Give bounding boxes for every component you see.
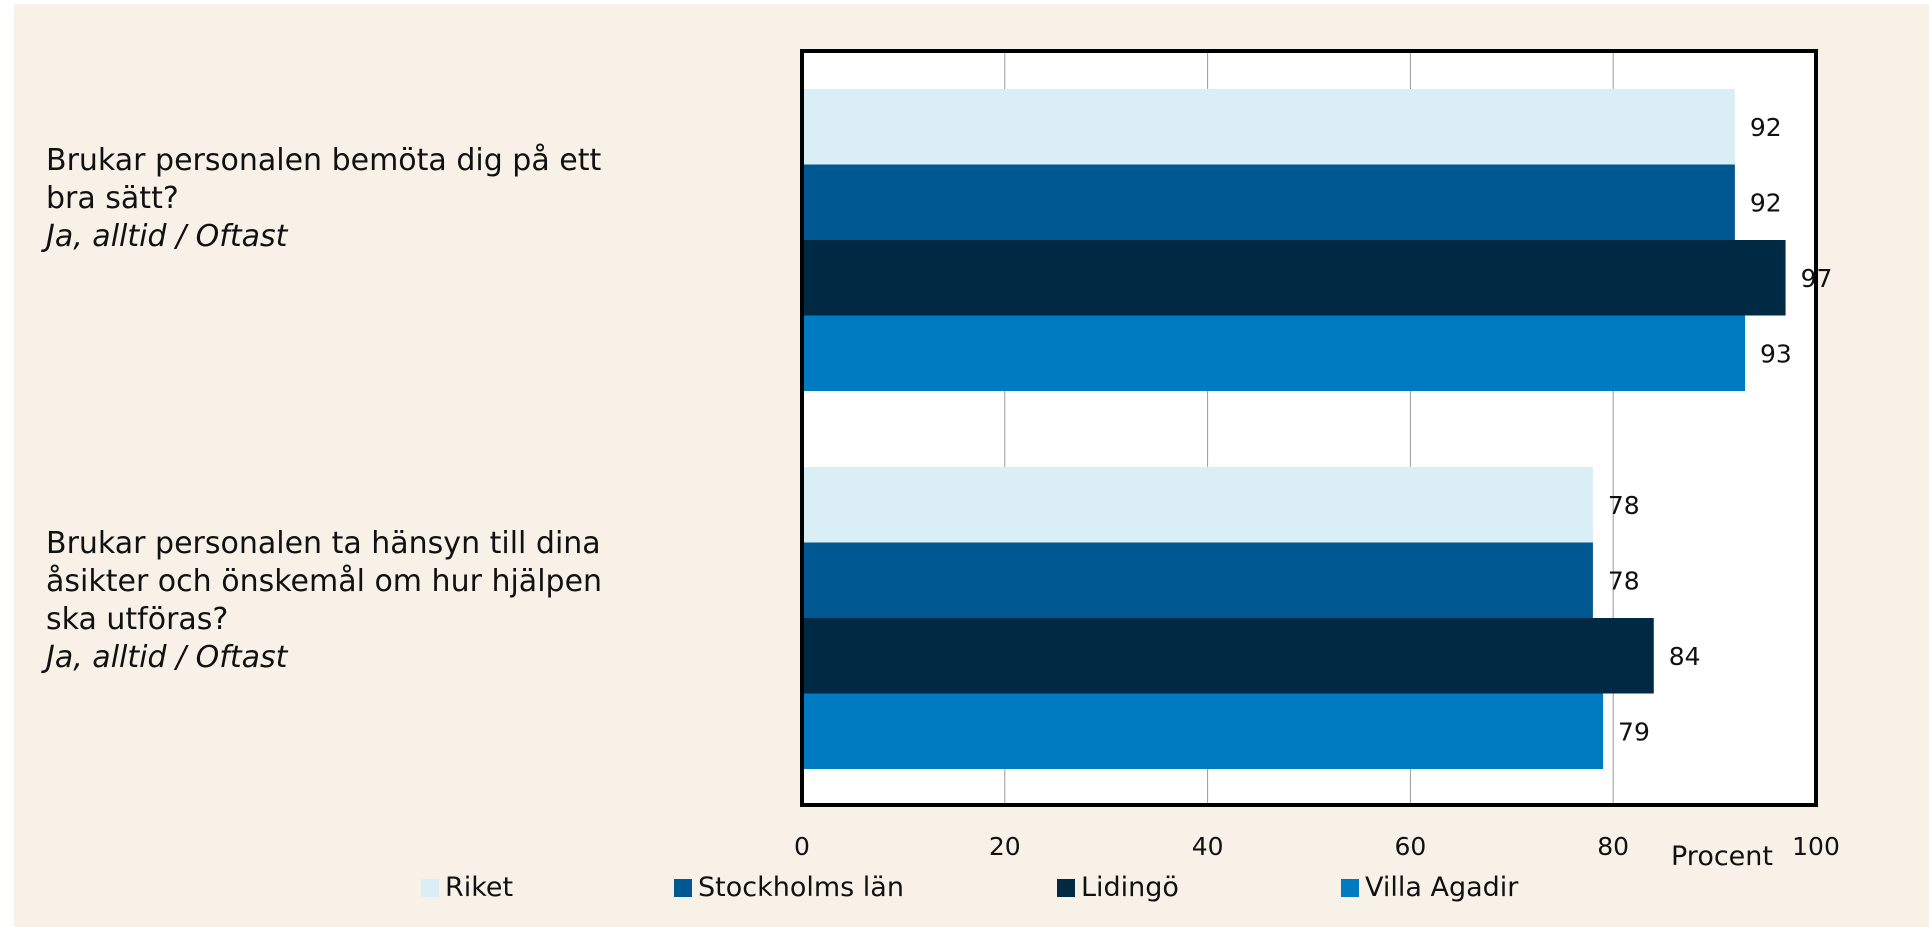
legend-item: Villa Agadir [1341,872,1518,903]
x-tick-label: 60 [1394,832,1426,861]
legend-label: Lidingö [1081,872,1179,903]
x-tick-label: 0 [794,832,810,861]
data-label: 84 [1669,642,1701,671]
bar-villa-agadir-2 [802,693,1604,769]
data-label: 78 [1608,491,1640,520]
legend-item: Riket [421,872,513,903]
answer-subtitle: Ja, alltid / Oftast [46,640,288,675]
bar-riket-2 [802,467,1593,543]
legend-swatch [1057,878,1075,897]
legend-swatch [1341,878,1359,897]
answer-subtitle: Ja, alltid / Oftast [46,219,288,254]
legend-item: Lidingö [1057,872,1179,903]
category-label-2: Brukar personalen ta hänsyn till dina ås… [46,525,606,677]
data-label: 92 [1750,113,1782,142]
bar-riket-1 [802,89,1735,165]
bar-lidingö-2 [802,618,1654,694]
bar-villa-agadir-1 [802,315,1746,391]
legend-item: Stockholms län [674,872,904,903]
question-text: Brukar personalen ta hänsyn till dina ås… [46,526,603,637]
x-tick-label: 80 [1597,832,1629,861]
legend-label: Villa Agadir [1365,872,1519,903]
bar-lidingö-1 [802,240,1786,316]
legend-swatch [674,878,692,897]
category-label-1: Brukar personalen bemöta dig på ett bra … [46,142,606,256]
x-tick-label: 100 [1792,832,1840,861]
data-label: 92 [1750,188,1782,217]
x-tick-label: 40 [1192,832,1224,861]
legend-label: Riket [445,872,514,903]
bar-stockholms-län-1 [802,164,1735,240]
legend-swatch [421,878,439,897]
bar-stockholms-län-2 [802,542,1593,618]
question-text: Brukar personalen bemöta dig på ett bra … [46,143,602,216]
data-label: 93 [1760,339,1792,368]
chart-canvas: Brukar personalen bemöta dig på ett bra … [14,4,1929,927]
data-label: 78 [1608,566,1640,595]
plot-frame [800,49,1818,807]
data-label: 79 [1618,717,1650,746]
legend-label: Stockholms län [698,872,904,903]
x-tick-label: 20 [989,832,1021,861]
x-axis-label: Procent [1671,841,1773,872]
